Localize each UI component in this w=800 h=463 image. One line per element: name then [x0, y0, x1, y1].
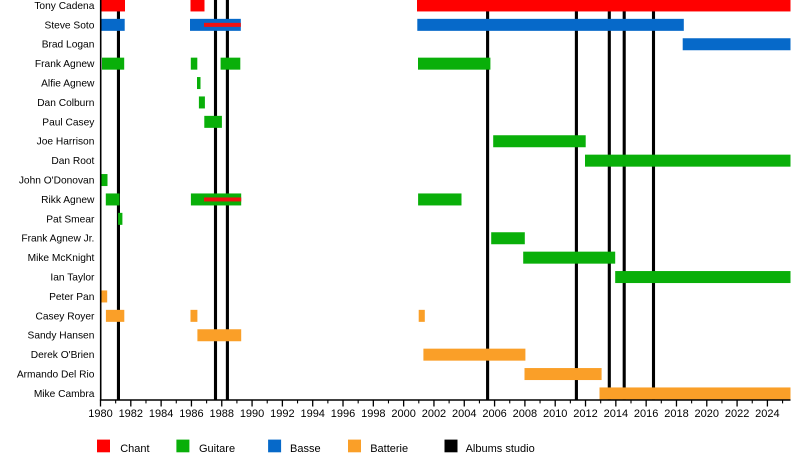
- svg-text:2002: 2002: [422, 408, 446, 420]
- svg-text:Casey Royer: Casey Royer: [36, 311, 95, 322]
- svg-text:Batterie: Batterie: [370, 443, 408, 455]
- svg-text:1980: 1980: [88, 408, 112, 420]
- svg-text:2012: 2012: [573, 408, 597, 420]
- svg-text:1986: 1986: [179, 408, 203, 420]
- svg-text:2010: 2010: [543, 408, 567, 420]
- svg-text:Albums studio: Albums studio: [466, 443, 535, 455]
- svg-text:Basse: Basse: [290, 443, 321, 455]
- svg-text:2006: 2006: [482, 408, 506, 420]
- svg-text:Paul Casey: Paul Casey: [42, 117, 95, 128]
- svg-text:Joe Harrison: Joe Harrison: [37, 137, 95, 148]
- svg-text:1984: 1984: [149, 408, 173, 420]
- svg-text:Dan Root: Dan Root: [51, 156, 94, 167]
- svg-text:1988: 1988: [210, 408, 234, 420]
- svg-text:Armando Del Rio: Armando Del Rio: [17, 369, 95, 380]
- svg-text:1994: 1994: [300, 408, 324, 420]
- svg-text:2014: 2014: [604, 408, 628, 420]
- svg-text:1992: 1992: [270, 408, 294, 420]
- svg-text:1996: 1996: [331, 408, 355, 420]
- svg-text:Frank Agnew Jr.: Frank Agnew Jr.: [21, 234, 94, 245]
- svg-text:2018: 2018: [664, 408, 688, 420]
- svg-text:Brad Logan: Brad Logan: [42, 40, 95, 51]
- svg-text:Rikk Agnew: Rikk Agnew: [41, 195, 95, 206]
- svg-text:Mike Cambra: Mike Cambra: [34, 389, 95, 400]
- svg-text:Steve Soto: Steve Soto: [45, 20, 95, 31]
- svg-text:Dan Colburn: Dan Colburn: [37, 98, 94, 109]
- svg-text:1982: 1982: [119, 408, 143, 420]
- svg-text:2020: 2020: [695, 408, 719, 420]
- svg-text:Guitare: Guitare: [199, 443, 235, 455]
- svg-text:Sandy Hansen: Sandy Hansen: [28, 331, 95, 342]
- svg-text:Peter Pan: Peter Pan: [49, 292, 94, 303]
- svg-text:2008: 2008: [513, 408, 537, 420]
- svg-text:Ian Taylor: Ian Taylor: [50, 272, 95, 283]
- svg-text:Tony Cadena: Tony Cadena: [34, 1, 94, 12]
- svg-text:1990: 1990: [240, 408, 264, 420]
- svg-text:Chant: Chant: [120, 443, 149, 455]
- svg-text:Pat Smear: Pat Smear: [46, 214, 95, 225]
- svg-text:2024: 2024: [755, 408, 779, 420]
- svg-text:2004: 2004: [452, 408, 476, 420]
- svg-text:2022: 2022: [725, 408, 749, 420]
- svg-text:2016: 2016: [634, 408, 658, 420]
- svg-text:2000: 2000: [391, 408, 415, 420]
- svg-text:Mike McKnight: Mike McKnight: [28, 253, 95, 264]
- svg-text:John O'Donovan: John O'Donovan: [19, 175, 95, 186]
- svg-text:Alfie Agnew: Alfie Agnew: [41, 78, 95, 89]
- svg-text:Derek O'Brien: Derek O'Brien: [31, 350, 95, 361]
- svg-text:1998: 1998: [361, 408, 385, 420]
- svg-text:Frank Agnew: Frank Agnew: [35, 59, 95, 70]
